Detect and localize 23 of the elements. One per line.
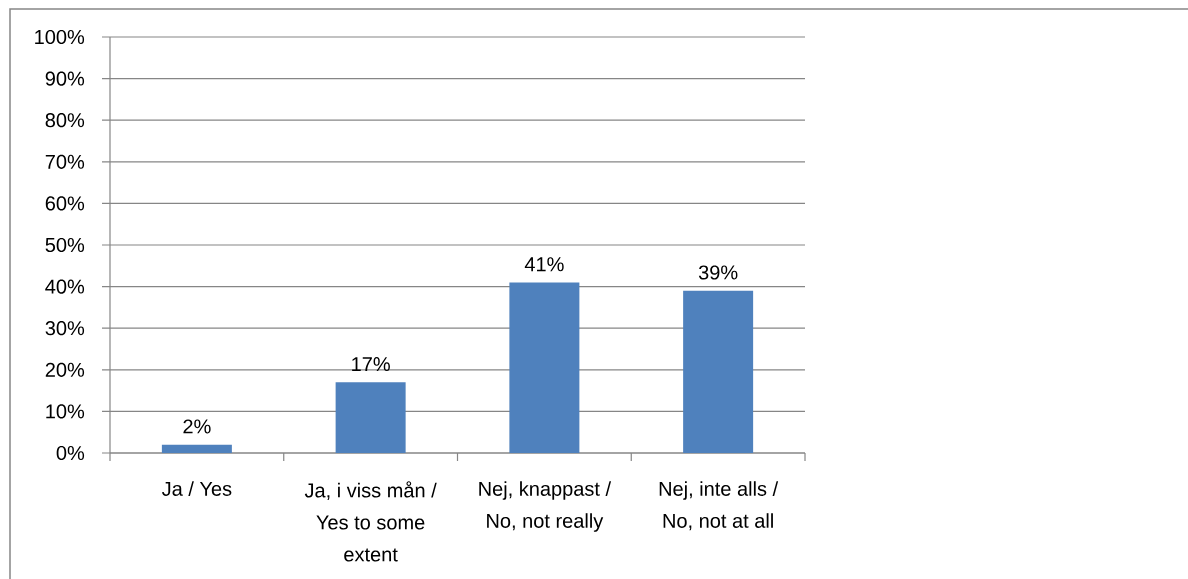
y-tick-label: 0% bbox=[56, 445, 85, 461]
y-tick-label: 20% bbox=[45, 362, 85, 377]
data-label: 41% bbox=[524, 257, 564, 272]
data-label: 17% bbox=[352, 357, 390, 372]
y-tick-label: 100% bbox=[35, 29, 85, 45]
x-tick-label: Ja / Yes bbox=[161, 481, 232, 496]
x-tick-label: Ja, i viss mån / Yes to some extent bbox=[304, 481, 437, 562]
y-tick-label: 80% bbox=[45, 113, 85, 128]
data-label: 2% bbox=[183, 419, 211, 434]
bar bbox=[161, 444, 232, 454]
y-tick-label: 90% bbox=[45, 71, 85, 86]
data-label: 39% bbox=[698, 265, 738, 280]
y-tick-label: 60% bbox=[45, 196, 85, 211]
y-tick-label: 50% bbox=[45, 237, 85, 253]
y-tick-label: 40% bbox=[45, 279, 85, 294]
x-tick-label: Nej, knappast / No, not really bbox=[479, 481, 612, 532]
x-tick-label: Nej, inte alls / No, not at all bbox=[659, 481, 779, 531]
bar bbox=[683, 290, 754, 454]
y-tick-label: 30% bbox=[45, 321, 85, 336]
bar bbox=[509, 282, 580, 454]
bar bbox=[335, 382, 406, 454]
y-tick-label: 70% bbox=[45, 154, 85, 169]
y-tick-label: 10% bbox=[46, 404, 85, 419]
